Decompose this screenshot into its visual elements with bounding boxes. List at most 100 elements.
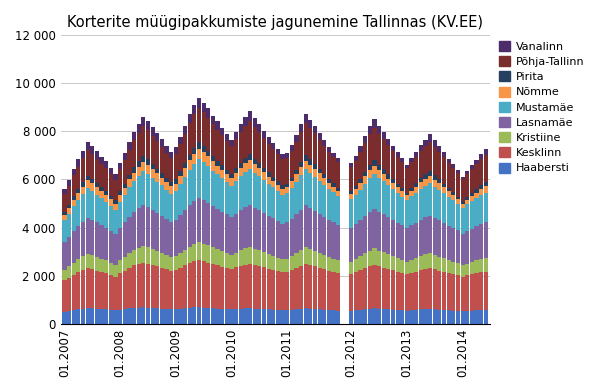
Bar [146, 160, 150, 165]
Bar [304, 308, 308, 324]
Bar [127, 308, 131, 324]
Bar [239, 168, 243, 176]
Bar [409, 273, 413, 310]
Bar [433, 309, 437, 324]
Bar [266, 184, 271, 216]
Bar [405, 168, 409, 193]
Bar [244, 126, 248, 158]
Bar [479, 259, 483, 272]
Bar [253, 118, 257, 127]
Bar [276, 271, 280, 310]
Bar [202, 261, 206, 308]
Bar [202, 244, 206, 261]
Bar [479, 159, 483, 185]
Bar [419, 270, 423, 309]
Bar [395, 187, 400, 193]
Bar [262, 138, 266, 168]
Bar [470, 193, 474, 196]
Bar [151, 169, 155, 178]
Bar [141, 246, 145, 263]
Bar [419, 309, 423, 324]
Bar [178, 253, 182, 268]
Bar [400, 188, 404, 191]
Bar [174, 147, 178, 154]
Bar [308, 128, 313, 159]
Bar [239, 266, 243, 309]
Bar [239, 309, 243, 324]
Bar [484, 187, 488, 193]
Bar [479, 224, 483, 259]
Bar [280, 310, 284, 324]
Bar [178, 215, 182, 253]
Bar [354, 186, 358, 189]
Bar [229, 146, 233, 174]
Bar [141, 263, 145, 307]
Bar [354, 195, 358, 224]
Bar [308, 173, 313, 208]
Bar [479, 185, 483, 189]
Bar [100, 272, 104, 309]
Bar [248, 160, 252, 169]
Bar [419, 145, 423, 151]
Bar [76, 160, 80, 167]
Bar [331, 272, 335, 310]
Bar [465, 197, 469, 200]
Bar [317, 181, 322, 214]
Bar [484, 258, 488, 272]
Bar [377, 267, 381, 309]
Bar [461, 311, 464, 324]
Bar [76, 272, 80, 309]
Bar [419, 256, 423, 270]
Bar [424, 269, 428, 309]
Bar [308, 265, 313, 309]
Bar [414, 193, 418, 223]
Bar [220, 165, 224, 170]
Bar [192, 307, 196, 324]
Bar [304, 205, 308, 247]
Bar [71, 196, 76, 200]
Bar [137, 132, 141, 161]
Bar [122, 257, 127, 270]
Bar [262, 252, 266, 267]
Bar [419, 182, 423, 189]
Bar [442, 187, 446, 193]
Bar [206, 156, 211, 166]
Bar [113, 200, 118, 203]
Bar [313, 177, 317, 211]
Bar [229, 269, 233, 309]
Bar [424, 254, 428, 269]
Bar [100, 191, 104, 198]
Bar [62, 194, 67, 212]
Bar [67, 186, 71, 205]
Bar [183, 163, 187, 168]
Bar [234, 132, 238, 140]
Bar [220, 178, 224, 212]
Bar [451, 165, 455, 168]
Bar [322, 140, 326, 146]
Bar [409, 158, 413, 162]
Bar [322, 255, 326, 269]
Bar [419, 151, 423, 178]
Bar [299, 162, 303, 167]
Bar [358, 220, 362, 256]
Bar [248, 205, 252, 247]
Bar [146, 207, 150, 247]
Bar [62, 189, 67, 194]
Bar [433, 187, 437, 218]
Bar [456, 263, 460, 275]
Bar [146, 263, 150, 308]
Bar [400, 162, 404, 188]
Bar [174, 220, 178, 256]
Bar [276, 185, 280, 191]
Bar [313, 266, 317, 309]
Bar [122, 270, 127, 309]
Bar [285, 158, 289, 184]
Bar [386, 145, 391, 174]
Bar [382, 309, 386, 324]
Bar [118, 195, 122, 201]
Bar [174, 256, 178, 270]
Bar [229, 140, 233, 146]
Bar [358, 147, 362, 152]
Bar [451, 261, 455, 274]
Bar [446, 260, 451, 273]
